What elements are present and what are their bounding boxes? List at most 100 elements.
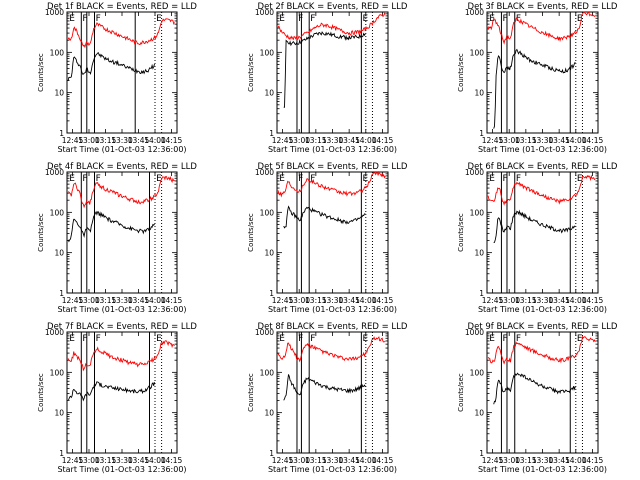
panel-4: 1 10 100 1000 12:4513:0013:1513:3013:4514:00… <box>37 162 197 314</box>
x-tick-label: 13:30 <box>532 456 554 465</box>
y-tick-label: 1000 <box>255 328 274 337</box>
plot-frame <box>66 171 178 294</box>
y-axis-label: Counts/sec <box>37 373 45 412</box>
y-tick-label: 1000 <box>45 328 64 337</box>
panel-3: 1 10 100 1000 12:4513:0013:1513:3013:4514:00… <box>457 2 618 154</box>
x-tick-label: 13:15 <box>515 136 537 145</box>
x-tick-label: 13:00 <box>288 136 310 145</box>
y-axis-label: Counts/sec <box>457 373 465 412</box>
interval-marker-label: F <box>503 14 508 24</box>
y-axis-label: Counts/sec <box>457 213 465 252</box>
x-tick-label: 14:15 <box>161 456 183 465</box>
x-tick-label: 13:30 <box>322 136 344 145</box>
x-tick-label: 13:00 <box>78 136 100 145</box>
panel-6: 1 10 100 1000 12:4513:0013:1513:3013:4514:00… <box>457 162 618 314</box>
x-tick-label: 14:15 <box>582 456 604 465</box>
x-axis-label: Start Time (01-Oct-03 12:36:00) <box>268 465 397 474</box>
x-tick-label: 13:00 <box>498 456 520 465</box>
y-tick-label: 100 <box>50 368 65 377</box>
series-line-events <box>67 52 155 81</box>
y-tick-label: 1 <box>59 289 64 298</box>
y-tick-label: 100 <box>50 48 65 57</box>
panel-title: Det 6f BLACK = Events, RED = LLD <box>468 162 618 172</box>
plot-frame <box>486 331 599 454</box>
interval-marker-label: F <box>503 174 508 184</box>
plot-frame <box>276 331 389 454</box>
series-line-lld <box>277 12 386 41</box>
panel-title: Det 2f BLACK = Events, RED = LLD <box>258 2 408 12</box>
plot-frame <box>276 171 389 294</box>
y-axis-label: Counts/sec <box>457 53 465 92</box>
interval-marker-label: E <box>156 14 162 24</box>
y-tick-label: 100 <box>470 368 485 377</box>
x-tick-label: 13:00 <box>288 456 310 465</box>
x-tick-label: 14:00 <box>565 456 587 465</box>
x-tick-label: 13:00 <box>498 136 520 145</box>
x-axis-label: Start Time (01-Oct-03 12:36:00) <box>478 145 607 154</box>
y-tick-label: 10 <box>264 249 274 258</box>
y-tick-label: 1000 <box>45 168 64 177</box>
x-axis-label: Start Time (01-Oct-03 12:36:00) <box>57 305 186 314</box>
interval-marker-label: E <box>156 334 162 344</box>
x-tick-label: 13:45 <box>548 296 570 305</box>
x-tick-label: 14:00 <box>144 456 166 465</box>
y-tick-label: 100 <box>260 208 275 217</box>
series-line-events <box>283 205 366 229</box>
x-axis-label: Start Time (01-Oct-03 12:36:00) <box>57 145 186 154</box>
y-tick-label: 1 <box>59 449 64 458</box>
y-tick-label: 100 <box>50 208 65 217</box>
panel-title: Det 3f BLACK = Events, RED = LLD <box>468 2 618 12</box>
series-line-lld <box>487 174 596 206</box>
y-tick-label: 10 <box>264 409 274 418</box>
x-tick-label: 14:00 <box>144 296 166 305</box>
x-tick-label: 13:00 <box>78 296 100 305</box>
panel-2: 1 10 100 1000 12:4513:0013:1513:3013:4514:00… <box>247 2 408 154</box>
x-tick-label: 12:45 <box>482 296 504 305</box>
interval-marker-label: E <box>156 174 162 184</box>
y-tick-label: 10 <box>54 249 64 258</box>
y-tick-label: 100 <box>470 208 485 217</box>
interval-marker-label: F <box>310 14 315 24</box>
y-tick-label: 10 <box>474 409 484 418</box>
interval-marker-label: E <box>489 174 495 184</box>
panel-8: 1 10 100 1000 12:4513:0013:1513:3013:4514:00… <box>247 322 408 474</box>
y-tick-label: 10 <box>474 89 484 98</box>
x-tick-label: 14:15 <box>582 296 604 305</box>
x-tick-label: 14:00 <box>355 296 377 305</box>
y-tick-label: 1 <box>479 449 484 458</box>
series-line-events <box>67 210 155 243</box>
series-line-lld <box>67 176 175 209</box>
x-tick-label: 13:15 <box>95 296 117 305</box>
x-tick-label: 13:30 <box>322 296 344 305</box>
series-line-lld <box>277 336 386 363</box>
interval-marker-label: F <box>298 14 303 24</box>
interval-marker-label: E <box>577 14 583 24</box>
y-tick-label: 1 <box>59 129 64 138</box>
y-axis-label: Counts/sec <box>247 53 255 92</box>
plot-frame <box>486 171 599 294</box>
series-line-events <box>67 381 155 402</box>
series-line-lld <box>67 18 175 49</box>
series-line-lld <box>277 170 386 198</box>
x-tick-label: 13:30 <box>111 136 133 145</box>
panel-9: 1 10 100 1000 12:4513:0013:1513:3013:4514:00… <box>457 322 618 474</box>
interval-marker-label: F <box>298 174 303 184</box>
y-axis-label: Counts/sec <box>247 373 255 412</box>
x-tick-label: 14:00 <box>355 456 377 465</box>
x-tick-label: 13:00 <box>498 296 520 305</box>
interval-marker-label: E <box>69 334 75 344</box>
interval-marker-label: E <box>279 334 285 344</box>
x-tick-label: 13:45 <box>548 136 570 145</box>
x-tick-label: 14:15 <box>582 136 604 145</box>
series-line-lld <box>67 340 175 372</box>
panel-title: Det 7f BLACK = Events, RED = LLD <box>47 322 197 332</box>
interval-marker-label: F <box>503 334 508 344</box>
interval-marker-label: E <box>362 14 368 24</box>
interval-marker-label: F <box>96 334 101 344</box>
x-tick-label: 13:15 <box>305 296 327 305</box>
series-line-lld <box>487 335 596 365</box>
x-tick-label: 13:45 <box>128 296 150 305</box>
x-axis-label: Start Time (01-Oct-03 12:36:00) <box>268 305 397 314</box>
x-tick-label: 13:15 <box>95 456 117 465</box>
